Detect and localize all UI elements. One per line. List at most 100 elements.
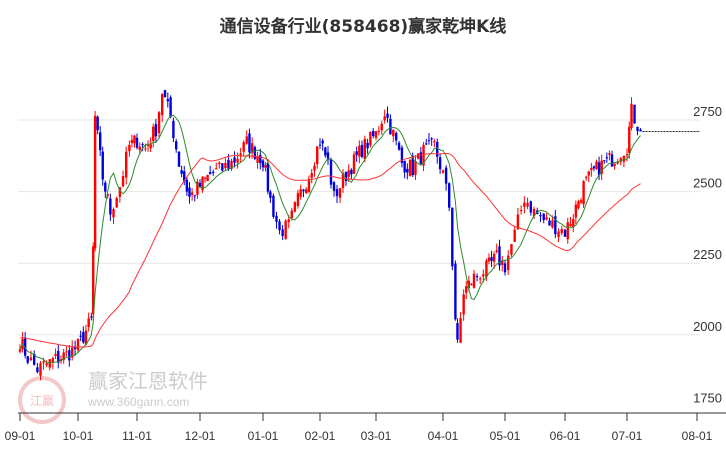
candle-body: [51, 358, 55, 363]
candle-body: [490, 257, 493, 261]
x-tick-label: 02-01: [305, 429, 336, 443]
candle-body: [71, 347, 74, 358]
candle-body: [377, 130, 381, 132]
candle-body: [144, 148, 147, 150]
candle-body: [369, 131, 372, 146]
candle-body: [613, 163, 616, 167]
candle-body: [278, 221, 281, 231]
candle-body: [73, 347, 77, 349]
candle-body: [121, 176, 125, 187]
candle-body: [302, 189, 305, 192]
candle-body: [603, 160, 606, 162]
candle-body: [253, 147, 257, 159]
candle-body: [138, 146, 141, 151]
candle-body: [383, 116, 386, 121]
candle-body: [166, 99, 169, 102]
candle-body: [104, 182, 107, 192]
candle-body: [352, 154, 356, 174]
candle-body: [519, 210, 523, 212]
candle-body: [125, 151, 128, 178]
y-tick-label: 2750: [693, 104, 722, 119]
x-tick-label: 07-01: [612, 429, 643, 443]
ma-long-line: [19, 152, 641, 348]
candle-body: [403, 160, 406, 173]
watermark-seal-text: 江赢: [30, 393, 54, 408]
candle-body: [96, 116, 99, 131]
candle-body: [193, 195, 196, 197]
watermark-seal-icon: [18, 376, 66, 424]
candle-body: [441, 170, 445, 173]
candle-body: [459, 318, 462, 343]
candle-body: [622, 155, 626, 162]
candle-body: [438, 157, 442, 170]
candle-body: [338, 188, 342, 198]
candle-body: [539, 215, 542, 217]
candle-body: [281, 229, 284, 237]
candle-body: [62, 352, 65, 361]
candle-body: [358, 145, 361, 157]
candle-body: [363, 138, 366, 160]
candle-body: [329, 159, 333, 185]
candle-body: [526, 203, 529, 207]
candle-body: [503, 263, 507, 273]
x-tick-label: 05-01: [490, 429, 521, 443]
candle-body: [307, 178, 311, 192]
candle-body: [23, 337, 27, 356]
candle-body: [175, 141, 178, 150]
candle-body: [115, 197, 118, 208]
watermark-brand: 赢家江恩软件: [88, 369, 208, 393]
candle-body: [492, 253, 496, 262]
candle-body: [82, 331, 85, 343]
candle-body: [106, 194, 110, 196]
candle-body: [146, 144, 150, 146]
candle-body: [250, 143, 254, 153]
y-tick-label: 1750: [693, 390, 722, 405]
candle-body: [630, 103, 633, 128]
y-tick-label: 2500: [693, 176, 722, 191]
candle-body: [572, 219, 575, 228]
candle-body: [198, 182, 202, 187]
candle-body: [465, 286, 468, 293]
candle-body: [299, 189, 302, 197]
candle-body: [595, 161, 598, 169]
candle-body: [163, 90, 167, 98]
candle-body: [242, 142, 245, 152]
candle-body: [261, 160, 265, 168]
candle-body: [335, 189, 339, 197]
candle-body: [523, 202, 526, 207]
candle-body: [406, 168, 409, 173]
candle-body: [101, 151, 104, 180]
candle-body: [430, 138, 433, 140]
candle-body: [454, 263, 457, 320]
ma-short-line: [19, 114, 641, 364]
candle-body: [584, 176, 588, 178]
candle-body: [152, 126, 155, 142]
candle-body: [149, 143, 152, 149]
candle-body: [112, 209, 115, 218]
candle-body: [433, 141, 436, 143]
candle-body: [318, 144, 322, 146]
candle-body: [272, 195, 275, 217]
candle-body: [482, 274, 485, 277]
candle-body: [293, 202, 297, 212]
candle-body: [172, 120, 175, 139]
candle-body: [408, 160, 412, 177]
candle-body: [321, 140, 324, 144]
candle-body: [118, 187, 122, 197]
candle-body: [510, 244, 513, 255]
candle-body: [54, 353, 57, 356]
candle-body: [256, 155, 259, 163]
x-tick-label: 08-01: [682, 429, 713, 443]
candle-body: [587, 171, 590, 176]
candle-body: [451, 207, 454, 267]
candle-body: [93, 115, 97, 249]
candle-body: [183, 171, 186, 182]
candle-body: [501, 260, 504, 265]
candle-body: [529, 201, 533, 213]
candle-body: [157, 112, 161, 134]
candle-body: [414, 161, 417, 175]
candle-body: [296, 193, 300, 207]
candle-body: [448, 183, 451, 208]
candle-body: [427, 140, 431, 142]
candle-body: [495, 250, 498, 252]
